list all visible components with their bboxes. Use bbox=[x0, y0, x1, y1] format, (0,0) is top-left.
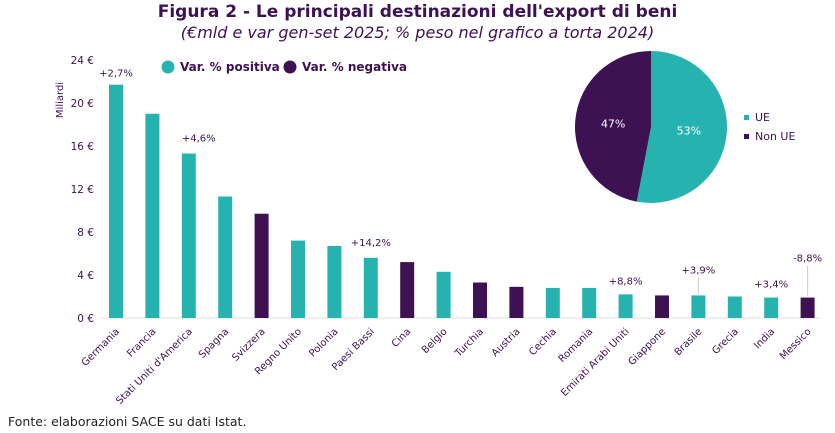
y-tick-label: 12 € bbox=[71, 184, 94, 196]
bar-stati-uniti-d-america bbox=[181, 153, 196, 318]
y-tick-label: 8 € bbox=[77, 227, 94, 239]
bar-cechia bbox=[545, 287, 560, 318]
bar-germania bbox=[109, 84, 123, 318]
bar-romania bbox=[582, 287, 597, 318]
bar-austria bbox=[509, 286, 524, 318]
x-tick-label: Cechia bbox=[527, 326, 559, 358]
bar-polonia bbox=[327, 245, 342, 318]
chart-subtitle: (€mld e var gen-set 2025; % peso nel gra… bbox=[180, 23, 655, 42]
variation-label: +14,2% bbox=[351, 238, 391, 249]
variation-label: -8,8% bbox=[793, 254, 822, 265]
x-tick-label: Giappone bbox=[626, 326, 668, 368]
pie-legend-marker bbox=[744, 134, 749, 139]
x-tick-label: Emirati Arabi Uniti bbox=[559, 326, 631, 398]
x-tick-label: Cina bbox=[390, 326, 414, 350]
variation-label: +3,4% bbox=[754, 280, 788, 291]
y-tick-label: 4 € bbox=[77, 270, 94, 282]
bar-india bbox=[764, 297, 779, 318]
x-tick-label: Turchia bbox=[452, 326, 486, 360]
pie-slice-ue bbox=[636, 51, 727, 203]
x-tick-label: Messico bbox=[778, 326, 814, 362]
pie-legend-label: Non UE bbox=[755, 130, 795, 143]
bar-paesi-bassi bbox=[363, 257, 378, 318]
bar-brasile bbox=[691, 295, 706, 318]
variation-label: +8,8% bbox=[609, 276, 643, 287]
pie-label: 47% bbox=[601, 117, 625, 130]
legend-marker bbox=[283, 60, 297, 74]
bar-spagna bbox=[218, 196, 233, 318]
legend-label: Var. % positiva bbox=[180, 60, 280, 74]
x-tick-label: Austria bbox=[490, 326, 523, 359]
bar-messico bbox=[800, 297, 815, 318]
y-axis-label: Miliardi bbox=[55, 82, 66, 118]
bar-turchia bbox=[473, 282, 487, 318]
bar-francia bbox=[145, 113, 160, 318]
bar-svizzera bbox=[254, 213, 269, 318]
variation-label: +2,7% bbox=[99, 69, 133, 80]
x-tick-label: Spagna bbox=[197, 326, 231, 360]
bar-regno-unito bbox=[291, 240, 305, 318]
bar-giappone bbox=[655, 295, 669, 318]
x-tick-label: India bbox=[752, 326, 777, 351]
x-tick-label: Francia bbox=[125, 326, 158, 359]
pie-legend-marker bbox=[744, 115, 749, 120]
legend-marker bbox=[161, 60, 175, 74]
bar-belgio bbox=[436, 271, 451, 318]
legend-label: Var. % negativa bbox=[302, 60, 407, 74]
x-tick-label: Germania bbox=[80, 326, 122, 368]
pie-legend-label: UE bbox=[755, 111, 770, 124]
bar-emirati-arabi-uniti bbox=[618, 294, 633, 318]
bar-grecia bbox=[727, 296, 742, 318]
x-tick-label: Grecia bbox=[710, 326, 741, 357]
chart-title: Figura 2 - Le principali destinazioni de… bbox=[157, 2, 678, 22]
x-tick-label: Svizzera bbox=[230, 326, 267, 363]
y-tick-label: 24 € bbox=[71, 55, 94, 67]
variation-label: +4,6% bbox=[182, 134, 216, 145]
x-tick-label: Brasile bbox=[673, 326, 705, 358]
x-tick-label: Belgio bbox=[420, 326, 450, 356]
pie-label: 53% bbox=[677, 125, 701, 138]
y-tick-label: 16 € bbox=[71, 141, 94, 153]
bar-cina bbox=[400, 262, 415, 318]
x-tick-label: Stati Uniti d'America bbox=[114, 326, 195, 407]
x-tick-label: Romania bbox=[557, 326, 596, 365]
x-tick-label: Polonia bbox=[307, 326, 340, 359]
y-tick-label: 20 € bbox=[71, 98, 94, 110]
source-note: Fonte: elaborazioni SACE su dati Istat. bbox=[8, 414, 247, 429]
y-tick-label: 0 € bbox=[77, 313, 94, 325]
pie-slice-non-ue bbox=[575, 51, 651, 202]
variation-label: +3,9% bbox=[682, 265, 716, 276]
